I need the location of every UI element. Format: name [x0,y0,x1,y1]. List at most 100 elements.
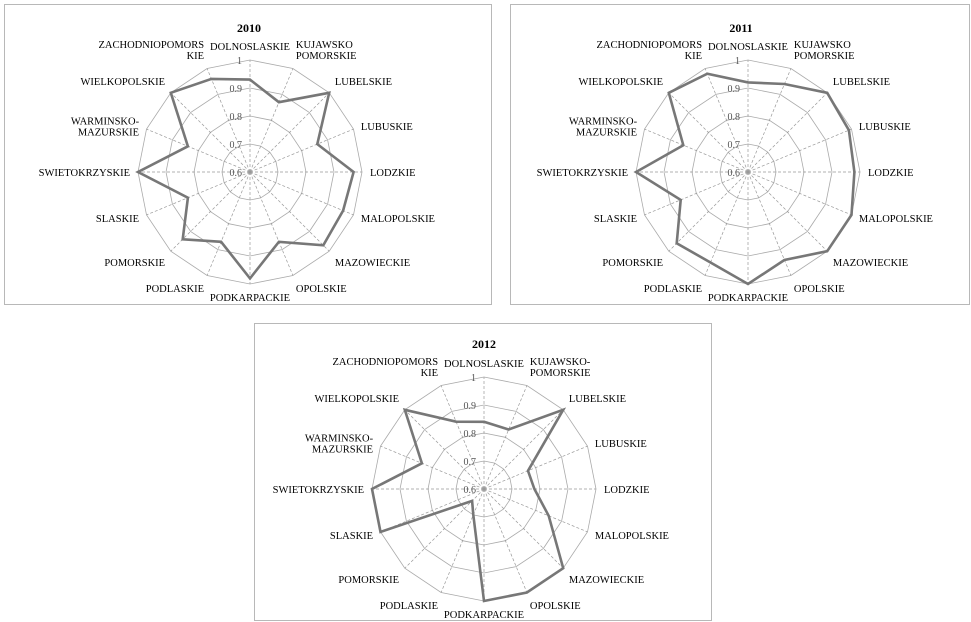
axis-spoke [747,68,792,173]
category-label: DOLNOSLASKIE [210,42,290,53]
data-point [187,145,189,148]
tick-label: 1 [237,56,242,67]
data-point [404,409,406,411]
axis-spoke [404,488,485,569]
tick-label: 0.6 [728,168,741,179]
data-point [249,78,251,81]
chart-title: 2010 [237,21,261,35]
data-point [848,129,850,131]
data-point [850,214,853,216]
data-point [170,92,172,94]
data-point [249,277,251,280]
category-label: OPOLSKIE [794,284,845,295]
data-point [507,428,510,431]
category-label: LODZKIE [370,168,416,179]
data-point [533,488,536,490]
data-point [210,78,213,80]
category-label: WIELKOPOLSKIE [579,77,664,88]
tick-label: 0.9 [230,84,243,95]
data-point [783,259,786,261]
data-point [220,241,222,243]
category-label: PODKARPACKIE [210,293,290,304]
axis-spoke [249,171,294,276]
data-point [635,171,637,173]
category-label: SLASKIE [96,214,139,225]
tick-label: 0.9 [464,401,477,412]
axis-spoke [404,409,485,490]
category-label: LODZKIE [868,168,914,179]
category-label: PODLASKIE [146,284,204,295]
axis-spoke [170,92,251,173]
category-label: LUBELSKIE [335,77,392,88]
data-point [527,470,529,472]
axis-spoke [483,488,564,569]
tick-label: 0.6 [230,168,243,179]
category-label: MAZOWIECKIE [833,258,908,269]
axis-spoke [668,171,749,252]
category-label: MAZOWIECKIE [335,258,410,269]
axis-spoke [206,68,251,173]
grid-ring [663,87,833,257]
axis-spoke [170,171,251,252]
axis-spoke [704,171,749,276]
data-point [137,171,139,173]
category-label: LUBUSKIE [361,122,413,133]
data-point [562,409,564,411]
radar-chart-2010: 2010 0.6 0.7 0.8 0.9 1 DOLNOSLASKIE KUJAWSKO PO… [4,4,492,305]
category-label: WARMINSKO-MAZURSKIE [569,117,638,139]
category-label: LUBUSKIE [595,439,647,450]
category-label: SLASKIE [330,531,373,542]
category-label: OPOLSKIE [530,601,581,612]
radar-svg-2011: 2011 0.6 0.7 0.8 0.9 1 DOLNOSLASKIE KUJAWSKO PO… [537,21,933,304]
data-point [675,242,678,245]
axis-spoke [146,128,251,173]
axis-spoke [483,385,528,490]
category-label: POMORSKIE [602,258,663,269]
category-label: SWIETOKRZYSKIE [537,168,628,179]
data-point [679,199,682,201]
category-label: SLASKIE [594,214,637,225]
category-label: PODKARPACKIE [708,293,788,304]
data-point [471,500,473,502]
radar-chart-2012: 2012 0.6 0.7 0.8 0.9 1 DOLNOSLASKIE KUJAWSKO-P… [254,323,712,621]
data-point [682,144,685,146]
axis-spoke [483,488,528,593]
axis-spoke [483,409,564,490]
category-label: KUJAWSKO-POMORSKIE [530,357,591,379]
category-label: LUBUSKIE [859,122,911,133]
axis-spoke [249,68,294,173]
data-point [421,462,423,465]
data-point [747,283,749,285]
tick-label: 0.9 [728,84,741,95]
tick-label: 0.7 [464,457,477,468]
data-point [826,250,828,252]
data-point [316,143,319,145]
category-label: PODLASKIE [644,284,702,295]
axis-spoke [440,385,485,490]
chart-title: 2011 [729,21,752,35]
tick-label: 0.7 [728,140,741,151]
data-point [706,72,709,75]
tick-label: 1 [735,56,740,67]
axis-spoke [380,488,485,533]
axis-spoke [644,128,749,173]
data-point [472,514,475,516]
category-label: MALOPOLSKIE [859,214,933,225]
data-point [853,171,856,173]
data-point [483,421,485,423]
category-label: SWIETOKRZYSKIE [273,485,364,496]
tick-label: 0.6 [464,485,477,496]
data-point [826,92,828,94]
category-label: KUJAWSKO POMORSKIE [794,40,855,62]
axis-spoke [668,92,749,173]
axis-spoke [483,445,588,490]
category-label: MALOPOLSKIE [595,531,669,542]
category-label: WARMINSKO-MAZURSKIE [71,117,140,139]
axis-spoke [747,171,852,216]
axis-spoke [146,171,251,216]
category-label: OPOLSKIE [296,284,347,295]
category-label: MAZOWIECKIE [569,575,644,586]
axis-spoke [249,128,354,173]
axis-spoke [249,92,330,173]
category-label: PODKARPACKIE [444,610,524,621]
